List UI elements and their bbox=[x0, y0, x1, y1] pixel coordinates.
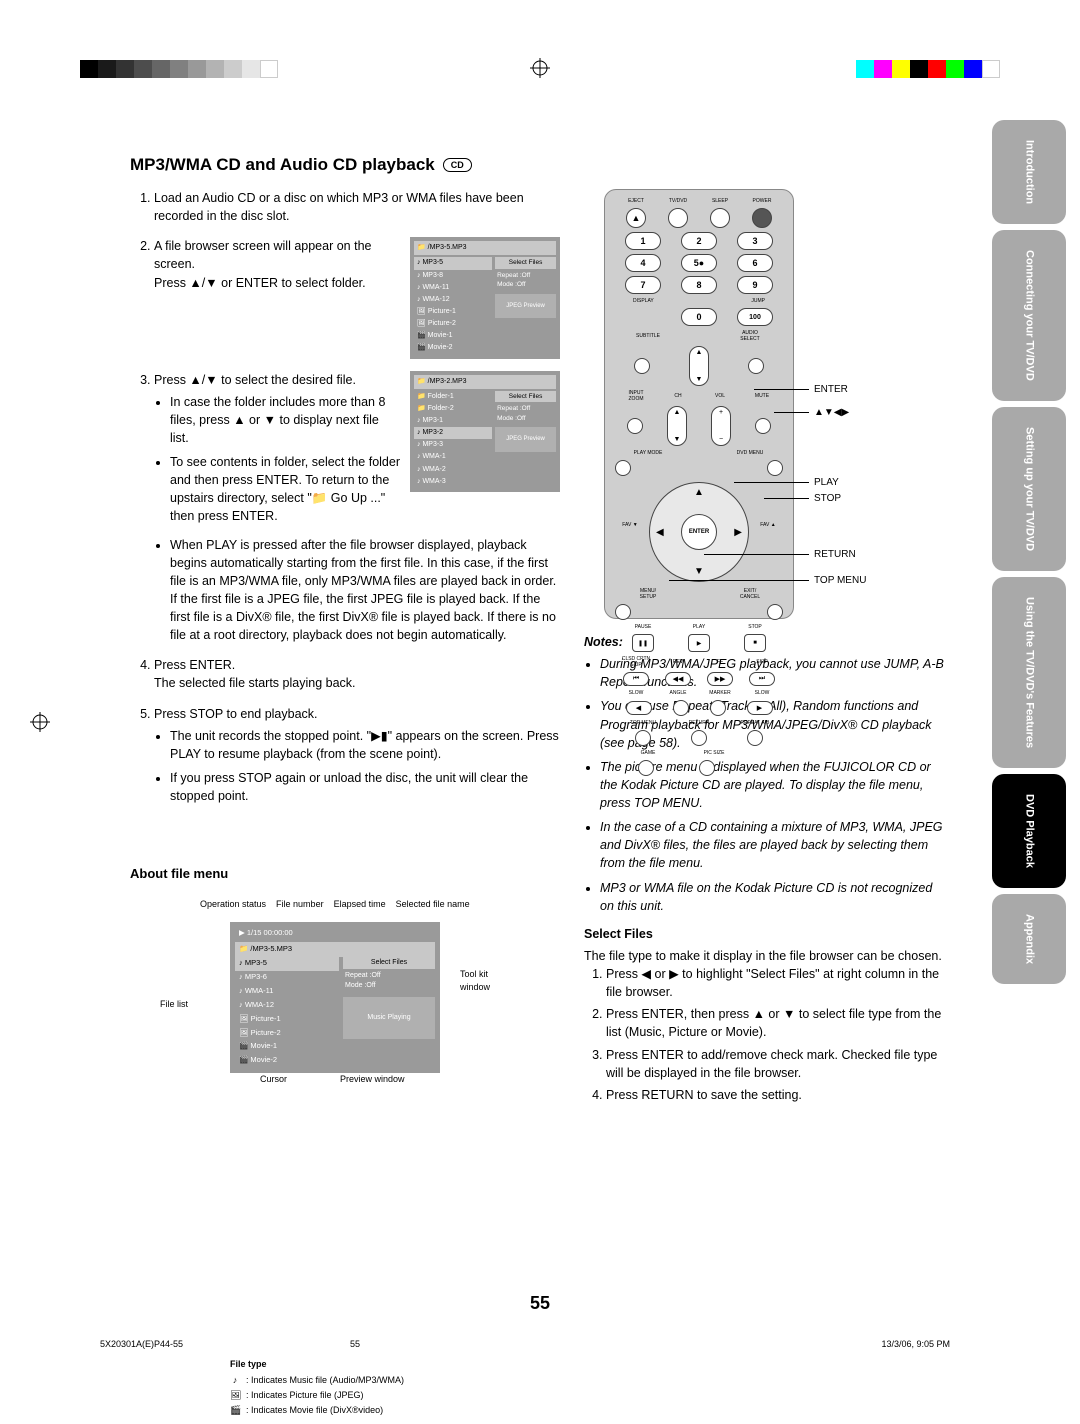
section-tab[interactable]: Using the TV/DVD's Features bbox=[992, 577, 1066, 768]
step-5: Press STOP to end playback. The unit rec… bbox=[154, 705, 560, 806]
callout-line bbox=[734, 482, 809, 483]
select-files-step: Press RETURN to save the setting. bbox=[606, 1086, 944, 1104]
label-preview-window: Preview window bbox=[340, 1073, 405, 1086]
left-crosshair bbox=[30, 712, 50, 732]
callout-arrows: ▲▼◀▶ bbox=[814, 407, 849, 418]
select-files-heading: Select Files bbox=[584, 925, 944, 943]
callout-line bbox=[669, 580, 809, 581]
section-tab[interactable]: Appendix bbox=[992, 894, 1066, 984]
callout-line bbox=[704, 554, 809, 555]
label-elapsed-time: Elapsed time bbox=[334, 898, 386, 911]
section-tab[interactable]: Setting up your TV/DVD bbox=[992, 407, 1066, 571]
step1-text: Load an Audio CD or a disc on which MP3 … bbox=[154, 191, 524, 223]
left-column: Load an Audio CD or a disc on which MP3 … bbox=[130, 189, 560, 1419]
footer-doc-id: 5X20301A(E)P44-55 bbox=[100, 1339, 183, 1349]
print-marks bbox=[0, 60, 1080, 90]
about-browser-box: ▶ 1/15 00:00:00📁 /MP3-5.MP3♪ MP3-5♪ MP3-… bbox=[230, 922, 440, 1073]
select-files-step: Press ENTER to add/remove check mark. Ch… bbox=[606, 1046, 944, 1082]
step5-text-a: Press STOP to end playback. bbox=[154, 705, 560, 723]
step-1: Load an Audio CD or a disc on which MP3 … bbox=[154, 189, 560, 225]
label-selected-file-name: Selected file name bbox=[396, 898, 470, 911]
step-4: Press ENTER. The selected file starts pl… bbox=[154, 656, 560, 692]
step2-text-b: Press ▲/▼ or ENTER to select folder. bbox=[154, 274, 400, 292]
step3-bullet-3: When PLAY is pressed after the file brow… bbox=[170, 536, 560, 645]
page-content: MP3/WMA CD and Audio CD playback CD Load… bbox=[130, 155, 950, 1419]
step-3: Press ▲/▼ to select the desired file. In… bbox=[154, 371, 560, 645]
step3-text-a: Press ▲/▼ to select the desired file. bbox=[154, 371, 400, 389]
callout-play: PLAY bbox=[814, 477, 839, 488]
file-browser-illustration-2: 📁 /MP3-2.MP3📁 Folder-1📁 Folder-2♪ MP3-1♪… bbox=[410, 371, 560, 492]
step4-text-a: Press ENTER. bbox=[154, 656, 560, 674]
note-item: In the case of a CD containing a mixture… bbox=[600, 818, 944, 872]
grayscale-strip bbox=[80, 60, 278, 78]
step4-text-b: The selected file starts playing back. bbox=[154, 674, 560, 692]
callout-stop: STOP bbox=[814, 493, 841, 504]
select-files-step: Press ◀ or ▶ to highlight "Select Files"… bbox=[606, 965, 944, 1001]
callout-line bbox=[764, 498, 809, 499]
footer-page: 55 bbox=[350, 1339, 360, 1349]
section-tab[interactable]: Connecting your TV/DVD bbox=[992, 230, 1066, 401]
about-file-menu-diagram: Operation status File number Elapsed tim… bbox=[130, 898, 550, 1158]
section-tab[interactable]: DVD Playback bbox=[992, 774, 1066, 888]
center-crosshair bbox=[530, 58, 550, 78]
step2-text-a: A file browser screen will appear on the… bbox=[154, 237, 400, 273]
label-operation-status: Operation status bbox=[200, 898, 266, 911]
callout-return: RETURN bbox=[814, 549, 856, 560]
section-title: MP3/WMA CD and Audio CD playback bbox=[130, 155, 435, 175]
step5-bullet-2: If you press STOP again or unload the di… bbox=[170, 769, 560, 805]
file-type-legend: File type ♪: Indicates Music file (Audio… bbox=[130, 1358, 560, 1417]
callout-line bbox=[754, 389, 809, 390]
step5-bullet-1: The unit records the stopped point. "▶▮"… bbox=[170, 727, 560, 763]
section-tab[interactable]: Introduction bbox=[992, 120, 1066, 224]
about-file-menu-heading: About file menu bbox=[130, 865, 560, 884]
callout-line bbox=[774, 412, 809, 413]
footer-timestamp: 13/3/06, 9:05 PM bbox=[881, 1339, 950, 1349]
section-title-row: MP3/WMA CD and Audio CD playback CD bbox=[130, 155, 950, 175]
color-strip bbox=[856, 60, 1000, 78]
label-file-list: File list bbox=[160, 998, 188, 1011]
section-tabs: IntroductionConnecting your TV/DVDSettin… bbox=[992, 120, 1066, 984]
file-type-row: 🎬: Indicates Movie file (DivX®video) bbox=[230, 1404, 560, 1417]
right-column: EJECTTV/DVDSLEEPPOWER▲12345●6789DISPLAYJ… bbox=[584, 189, 944, 1419]
select-files-intro: The file type to make it display in the … bbox=[584, 947, 944, 965]
label-file-number: File number bbox=[276, 898, 324, 911]
step3-bullet-2: To see contents in folder, select the fo… bbox=[170, 453, 400, 526]
page-number: 55 bbox=[530, 1293, 550, 1314]
step3-bullet-1: In case the folder includes more than 8 … bbox=[170, 393, 400, 447]
label-cursor: Cursor bbox=[260, 1073, 287, 1086]
file-type-heading: File type bbox=[230, 1358, 560, 1371]
callout-enter: ENTER bbox=[814, 384, 848, 395]
step-2: A file browser screen will appear on the… bbox=[154, 237, 560, 358]
select-files-step: Press ENTER, then press ▲ or ▼ to select… bbox=[606, 1005, 944, 1041]
callout-top-menu: TOP MENU bbox=[814, 575, 866, 586]
note-item: MP3 or WMA file on the Kodak Picture CD … bbox=[600, 879, 944, 915]
label-tool-kit-window: Tool kit window bbox=[460, 968, 510, 994]
cd-badge: CD bbox=[443, 158, 472, 172]
file-browser-illustration-1: 📁 /MP3-5.MP3♪ MP3-5♪ MP3-8♪ WMA-11♪ WMA-… bbox=[410, 237, 560, 358]
select-files-section: Select Files The file type to make it di… bbox=[584, 925, 944, 1104]
file-type-row: 🖼: Indicates Picture file (JPEG) bbox=[230, 1389, 560, 1402]
file-type-row: ♪: Indicates Music file (Audio/MP3/WMA) bbox=[230, 1374, 560, 1387]
